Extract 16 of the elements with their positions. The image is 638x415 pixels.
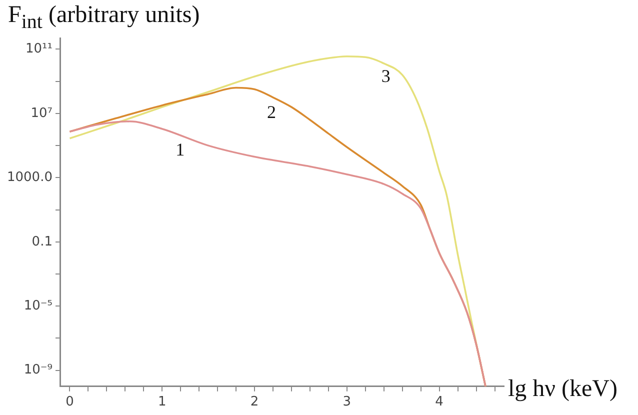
y-axis-title: F$_{int}$ (arbitrary units) <box>8 2 200 34</box>
x-tick-label: 2 <box>250 394 259 410</box>
x-tick-label: 4 <box>435 394 444 410</box>
y-tick-label: 10¹¹ <box>26 42 52 57</box>
y-tick-label: 0.1 <box>32 234 52 250</box>
x-tick-label: 0 <box>66 394 74 410</box>
y-tick-label: 1000.0 <box>6 170 52 186</box>
y-tick-label: 10⁷ <box>30 106 52 121</box>
series-label: 1 <box>176 140 185 160</box>
series-label: 3 <box>381 66 390 86</box>
x-tick-label: 1 <box>158 394 166 410</box>
x-axis-title: lg hν (keV) <box>508 376 618 403</box>
y-tick-label: 10⁻⁵ <box>24 298 52 314</box>
series-label: 2 <box>266 102 276 122</box>
x-tick-label: 3 <box>342 394 352 410</box>
y-tick-label: 10⁻⁹ <box>24 362 52 378</box>
